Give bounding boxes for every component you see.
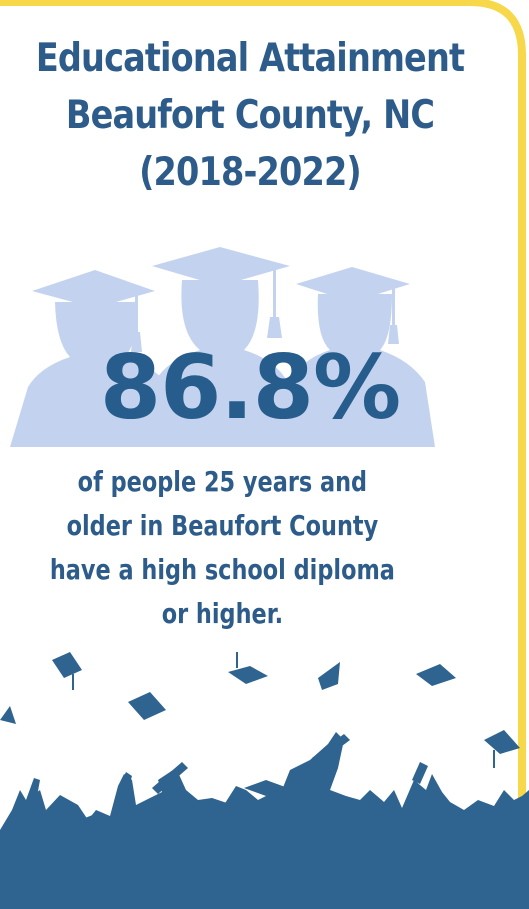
page-title: Educational Attainment Beaufort County, … (35, 36, 465, 195)
attainment-percentage: 86.8% (99, 336, 401, 439)
attainment-description: of people 25 years and older in Beaufort… (49, 465, 395, 630)
graduation-cap-icon (0, 652, 520, 768)
celebrating-crowd-icon (0, 652, 529, 909)
graduate-silhouettes-icon (10, 247, 435, 447)
